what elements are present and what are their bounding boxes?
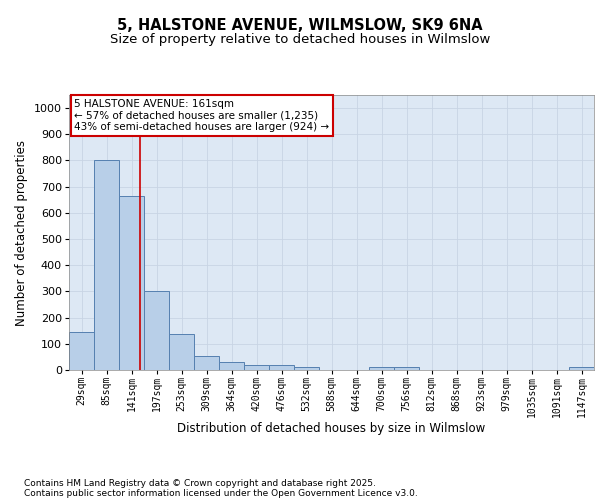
Bar	[119, 196, 144, 370]
Y-axis label: Number of detached properties: Number of detached properties	[16, 140, 29, 326]
Bar	[219, 362, 244, 370]
Bar	[269, 366, 294, 370]
Bar	[394, 368, 419, 370]
Text: Contains public sector information licensed under the Open Government Licence v3: Contains public sector information licen…	[24, 488, 418, 498]
Bar	[144, 292, 169, 370]
Text: 5 HALSTONE AVENUE: 161sqm
← 57% of detached houses are smaller (1,235)
43% of se: 5 HALSTONE AVENUE: 161sqm ← 57% of detac…	[74, 99, 329, 132]
Bar	[94, 160, 119, 370]
Bar	[244, 366, 269, 370]
Bar	[69, 332, 94, 370]
Bar	[194, 356, 219, 370]
Text: Size of property relative to detached houses in Wilmslow: Size of property relative to detached ho…	[110, 32, 490, 46]
Bar	[569, 368, 594, 370]
Bar	[369, 368, 394, 370]
Text: 5, HALSTONE AVENUE, WILMSLOW, SK9 6NA: 5, HALSTONE AVENUE, WILMSLOW, SK9 6NA	[117, 18, 483, 32]
Bar	[169, 334, 194, 370]
X-axis label: Distribution of detached houses by size in Wilmslow: Distribution of detached houses by size …	[178, 422, 485, 435]
Bar	[294, 368, 319, 370]
Text: Contains HM Land Registry data © Crown copyright and database right 2025.: Contains HM Land Registry data © Crown c…	[24, 478, 376, 488]
